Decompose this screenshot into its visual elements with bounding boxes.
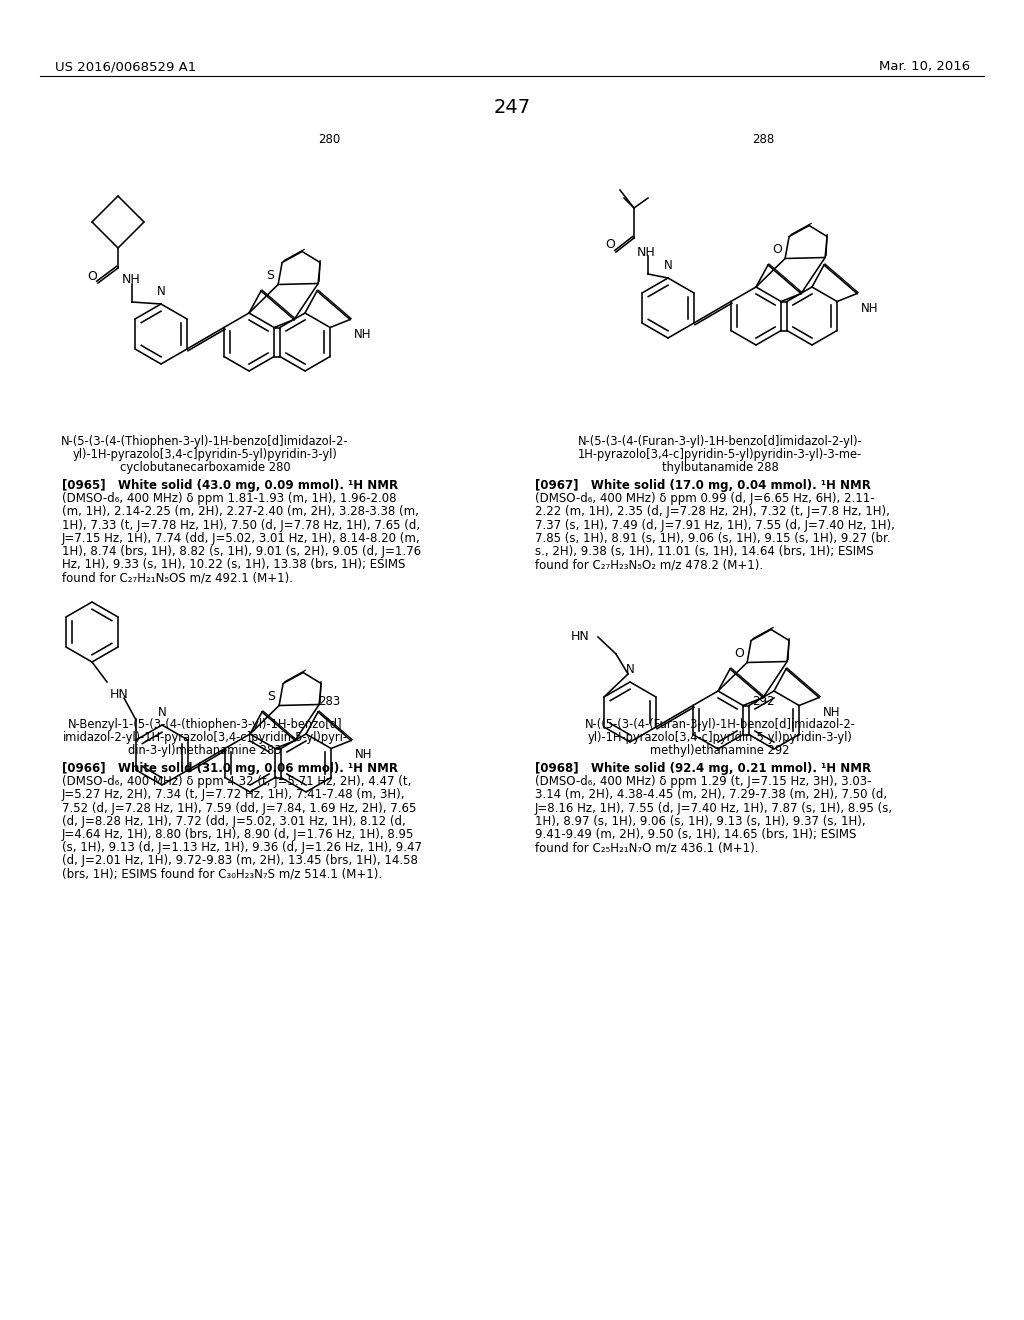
Text: N-(5-(3-(4-(Furan-3-yl)-1H-benzo[d]imidazol-2-yl)-: N-(5-(3-(4-(Furan-3-yl)-1H-benzo[d]imida… (578, 436, 862, 447)
Text: found for C₂₇H₂₃N₅O₂ m/z 478.2 (M+1).: found for C₂₇H₂₃N₅O₂ m/z 478.2 (M+1). (535, 558, 763, 572)
Text: O: O (772, 243, 782, 256)
Text: 9.41-9.49 (m, 2H), 9.50 (s, 1H), 14.65 (brs, 1H); ESIMS: 9.41-9.49 (m, 2H), 9.50 (s, 1H), 14.65 (… (535, 828, 856, 841)
Text: found for C₂₅H₂₁N₇O m/z 436.1 (M+1).: found for C₂₅H₂₁N₇O m/z 436.1 (M+1). (535, 841, 759, 854)
Text: NH: NH (354, 327, 372, 341)
Text: US 2016/0068529 A1: US 2016/0068529 A1 (55, 59, 197, 73)
Text: 288: 288 (752, 133, 774, 147)
Text: 280: 280 (318, 133, 340, 147)
Text: (d, J=2.01 Hz, 1H), 9.72-9.83 (m, 2H), 13.45 (brs, 1H), 14.58: (d, J=2.01 Hz, 1H), 9.72-9.83 (m, 2H), 1… (62, 854, 418, 867)
Text: found for C₂₇H₂₁N₅OS m/z 492.1 (M+1).: found for C₂₇H₂₁N₅OS m/z 492.1 (M+1). (62, 572, 293, 585)
Text: J=8.16 Hz, 1H), 7.55 (d, J=7.40 Hz, 1H), 7.87 (s, 1H), 8.95 (s,: J=8.16 Hz, 1H), 7.55 (d, J=7.40 Hz, 1H),… (535, 801, 893, 814)
Text: J=5.27 Hz, 2H), 7.34 (t, J=7.72 Hz, 1H), 7.41-7.48 (m, 3H),: J=5.27 Hz, 2H), 7.34 (t, J=7.72 Hz, 1H),… (62, 788, 406, 801)
Text: (s, 1H), 9.13 (d, J=1.13 Hz, 1H), 9.36 (d, J=1.26 Hz, 1H), 9.47: (s, 1H), 9.13 (d, J=1.13 Hz, 1H), 9.36 (… (62, 841, 422, 854)
Text: (brs, 1H); ESIMS found for C₃₀H₂₃N₇S m/z 514.1 (M+1).: (brs, 1H); ESIMS found for C₃₀H₂₃N₇S m/z… (62, 867, 382, 880)
Text: yl)-1H-pyrazolo[3,4-c]pyridin-5-yl)pyridin-3-yl): yl)-1H-pyrazolo[3,4-c]pyridin-5-yl)pyrid… (73, 447, 338, 461)
Text: [0966]   White solid (31.0 mg, 0.06 mmol). ¹H NMR: [0966] White solid (31.0 mg, 0.06 mmol).… (62, 762, 398, 775)
Text: J=7.15 Hz, 1H), 7.74 (dd, J=5.02, 3.01 Hz, 1H), 8.14-8.20 (m,: J=7.15 Hz, 1H), 7.74 (dd, J=5.02, 3.01 H… (62, 532, 421, 545)
Text: 7.52 (d, J=7.28 Hz, 1H), 7.59 (dd, J=7.84, 1.69 Hz, 2H), 7.65: 7.52 (d, J=7.28 Hz, 1H), 7.59 (dd, J=7.8… (62, 801, 417, 814)
Text: HN: HN (571, 631, 590, 644)
Text: (DMSO-d₆, 400 MHz) δ ppm 1.29 (t, J=7.15 Hz, 3H), 3.03-: (DMSO-d₆, 400 MHz) δ ppm 1.29 (t, J=7.15… (535, 775, 871, 788)
Text: NH: NH (861, 301, 879, 314)
Text: cyclobutanecarboxamide 280: cyclobutanecarboxamide 280 (120, 461, 291, 474)
Text: 1H), 7.33 (t, J=7.78 Hz, 1H), 7.50 (d, J=7.78 Hz, 1H), 7.65 (d,: 1H), 7.33 (t, J=7.78 Hz, 1H), 7.50 (d, J… (62, 519, 420, 532)
Text: N: N (626, 663, 635, 676)
Text: 7.37 (s, 1H), 7.49 (d, J=7.91 Hz, 1H), 7.55 (d, J=7.40 Hz, 1H),: 7.37 (s, 1H), 7.49 (d, J=7.91 Hz, 1H), 7… (535, 519, 895, 532)
Text: (DMSO-d₆, 400 MHz) δ ppm 1.81-1.93 (m, 1H), 1.96-2.08: (DMSO-d₆, 400 MHz) δ ppm 1.81-1.93 (m, 1… (62, 492, 396, 506)
Text: (DMSO-d₆, 400 MHz) δ ppm 0.99 (d, J=6.65 Hz, 6H), 2.11-: (DMSO-d₆, 400 MHz) δ ppm 0.99 (d, J=6.65… (535, 492, 874, 506)
Text: [0965]   White solid (43.0 mg, 0.09 mmol). ¹H NMR: [0965] White solid (43.0 mg, 0.09 mmol).… (62, 479, 398, 492)
Text: NH: NH (637, 246, 655, 259)
Text: N-(5-(3-(4-(Thiophen-3-yl)-1H-benzo[d]imidazol-2-: N-(5-(3-(4-(Thiophen-3-yl)-1H-benzo[d]im… (61, 436, 349, 447)
Text: Hz, 1H), 9.33 (s, 1H), 10.22 (s, 1H), 13.38 (brs, 1H); ESIMS: Hz, 1H), 9.33 (s, 1H), 10.22 (s, 1H), 13… (62, 558, 406, 572)
Text: (m, 1H), 2.14-2.25 (m, 2H), 2.27-2.40 (m, 2H), 3.28-3.38 (m,: (m, 1H), 2.14-2.25 (m, 2H), 2.27-2.40 (m… (62, 506, 419, 519)
Text: NH: NH (823, 705, 841, 718)
Text: N: N (158, 706, 166, 719)
Text: O: O (734, 647, 744, 660)
Text: 3.14 (m, 2H), 4.38-4.45 (m, 2H), 7.29-7.38 (m, 2H), 7.50 (d,: 3.14 (m, 2H), 4.38-4.45 (m, 2H), 7.29-7.… (535, 788, 887, 801)
Text: HN: HN (110, 688, 129, 701)
Text: [0967]   White solid (17.0 mg, 0.04 mmol). ¹H NMR: [0967] White solid (17.0 mg, 0.04 mmol).… (535, 479, 870, 492)
Text: 1H), 8.74 (brs, 1H), 8.82 (s, 1H), 9.01 (s, 2H), 9.05 (d, J=1.76: 1H), 8.74 (brs, 1H), 8.82 (s, 1H), 9.01 … (62, 545, 421, 558)
Text: yl)-1H-pyrazolo[3,4-c]pyridin-5-yl)pyridin-3-yl): yl)-1H-pyrazolo[3,4-c]pyridin-5-yl)pyrid… (588, 731, 852, 744)
Text: N-Benzyl-1-(5-(3-(4-(thiophen-3-yl)-1H-benzo[d]: N-Benzyl-1-(5-(3-(4-(thiophen-3-yl)-1H-b… (68, 718, 342, 731)
Text: S: S (266, 269, 274, 282)
Text: N: N (157, 285, 165, 298)
Text: Mar. 10, 2016: Mar. 10, 2016 (879, 59, 970, 73)
Text: 247: 247 (494, 98, 530, 117)
Text: NH: NH (355, 748, 373, 762)
Text: (DMSO-d₆, 400 MHz) δ ppm 4.32 (t, J=5.71 Hz, 2H), 4.47 (t,: (DMSO-d₆, 400 MHz) δ ppm 4.32 (t, J=5.71… (62, 775, 412, 788)
Text: N: N (664, 259, 673, 272)
Text: thylbutanamide 288: thylbutanamide 288 (662, 461, 778, 474)
Text: O: O (605, 238, 615, 251)
Text: din-3-yl)methanamine 283: din-3-yl)methanamine 283 (128, 744, 282, 756)
Text: 2.22 (m, 1H), 2.35 (d, J=7.28 Hz, 2H), 7.32 (t, J=7.8 Hz, 1H),: 2.22 (m, 1H), 2.35 (d, J=7.28 Hz, 2H), 7… (535, 506, 890, 519)
Text: (d, J=8.28 Hz, 1H), 7.72 (dd, J=5.02, 3.01 Hz, 1H), 8.12 (d,: (d, J=8.28 Hz, 1H), 7.72 (dd, J=5.02, 3.… (62, 814, 406, 828)
Text: 292: 292 (752, 696, 774, 708)
Text: S: S (267, 690, 275, 704)
Text: 283: 283 (318, 696, 340, 708)
Text: N-((5-(3-(4-(Furan-3-yl)-1H-benzo[d]imidazol-2-: N-((5-(3-(4-(Furan-3-yl)-1H-benzo[d]imid… (585, 718, 855, 731)
Text: O: O (87, 269, 97, 282)
Text: methyl)ethanamine 292: methyl)ethanamine 292 (650, 744, 790, 756)
Text: NH: NH (122, 273, 140, 286)
Text: [0968]   White solid (92.4 mg, 0.21 mmol). ¹H NMR: [0968] White solid (92.4 mg, 0.21 mmol).… (535, 762, 871, 775)
Text: s., 2H), 9.38 (s, 1H), 11.01 (s, 1H), 14.64 (brs, 1H); ESIMS: s., 2H), 9.38 (s, 1H), 11.01 (s, 1H), 14… (535, 545, 873, 558)
Text: J=4.64 Hz, 1H), 8.80 (brs, 1H), 8.90 (d, J=1.76 Hz, 1H), 8.95: J=4.64 Hz, 1H), 8.80 (brs, 1H), 8.90 (d,… (62, 828, 415, 841)
Text: 1H-pyrazolo[3,4-c]pyridin-5-yl)pyridin-3-yl)-3-me-: 1H-pyrazolo[3,4-c]pyridin-5-yl)pyridin-3… (578, 447, 862, 461)
Text: 1H), 8.97 (s, 1H), 9.06 (s, 1H), 9.13 (s, 1H), 9.37 (s, 1H),: 1H), 8.97 (s, 1H), 9.06 (s, 1H), 9.13 (s… (535, 814, 865, 828)
Text: 7.85 (s, 1H), 8.91 (s, 1H), 9.06 (s, 1H), 9.15 (s, 1H), 9.27 (br.: 7.85 (s, 1H), 8.91 (s, 1H), 9.06 (s, 1H)… (535, 532, 891, 545)
Text: imidazol-2-yl)-1H-pyrazolo[3,4-c]pyridin-5-yl)pyri-: imidazol-2-yl)-1H-pyrazolo[3,4-c]pyridin… (62, 731, 347, 744)
